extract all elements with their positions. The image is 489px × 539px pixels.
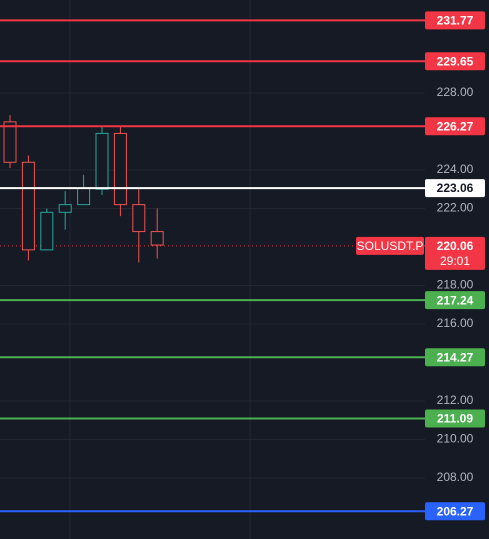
- level-label: 206.27: [437, 504, 474, 518]
- y-tick-label: 210.00: [437, 432, 474, 446]
- candle-body: [77, 187, 91, 206]
- y-tick-label: 228.00: [437, 85, 474, 99]
- level-tag: [425, 291, 485, 310]
- candle-body: [132, 204, 146, 233]
- y-tick-label: 218.00: [437, 278, 474, 292]
- candle-body: [21, 161, 35, 251]
- level-label: 229.65: [437, 54, 474, 68]
- level-label: 217.24: [437, 293, 474, 307]
- candle-body: [150, 231, 164, 246]
- level-tag: [425, 409, 485, 428]
- level-label: 211.09: [437, 412, 473, 426]
- level-tag: [425, 52, 485, 71]
- y-tick-label: 216.00: [437, 316, 474, 330]
- candle-body: [113, 132, 127, 206]
- symbol-label: SOLUSDT.P: [357, 239, 424, 253]
- level-tag: [425, 117, 485, 136]
- level-tag: [425, 11, 485, 30]
- candle-body: [3, 121, 17, 163]
- level-label: 214.27: [437, 350, 474, 364]
- level-label: 226.27: [437, 119, 474, 133]
- level-label: 231.77: [437, 14, 474, 28]
- level-tag: [425, 502, 485, 521]
- candle-body: [58, 204, 72, 213]
- symbol-tag: [356, 236, 424, 255]
- candle-body: [40, 211, 54, 251]
- price-tag: [425, 236, 485, 270]
- y-tick-label: 222.00: [437, 201, 474, 215]
- level-tag: [425, 348, 485, 367]
- y-tick-label: 208.00: [437, 470, 474, 484]
- level-tag: [425, 179, 485, 198]
- last-price-label: 220.06: [437, 239, 474, 253]
- candle-body: [95, 132, 109, 190]
- level-label: 223.06: [437, 181, 474, 195]
- y-tick-label: 212.00: [437, 393, 474, 407]
- y-tick-label: 224.00: [437, 162, 474, 176]
- countdown-label: 29:01: [440, 254, 470, 268]
